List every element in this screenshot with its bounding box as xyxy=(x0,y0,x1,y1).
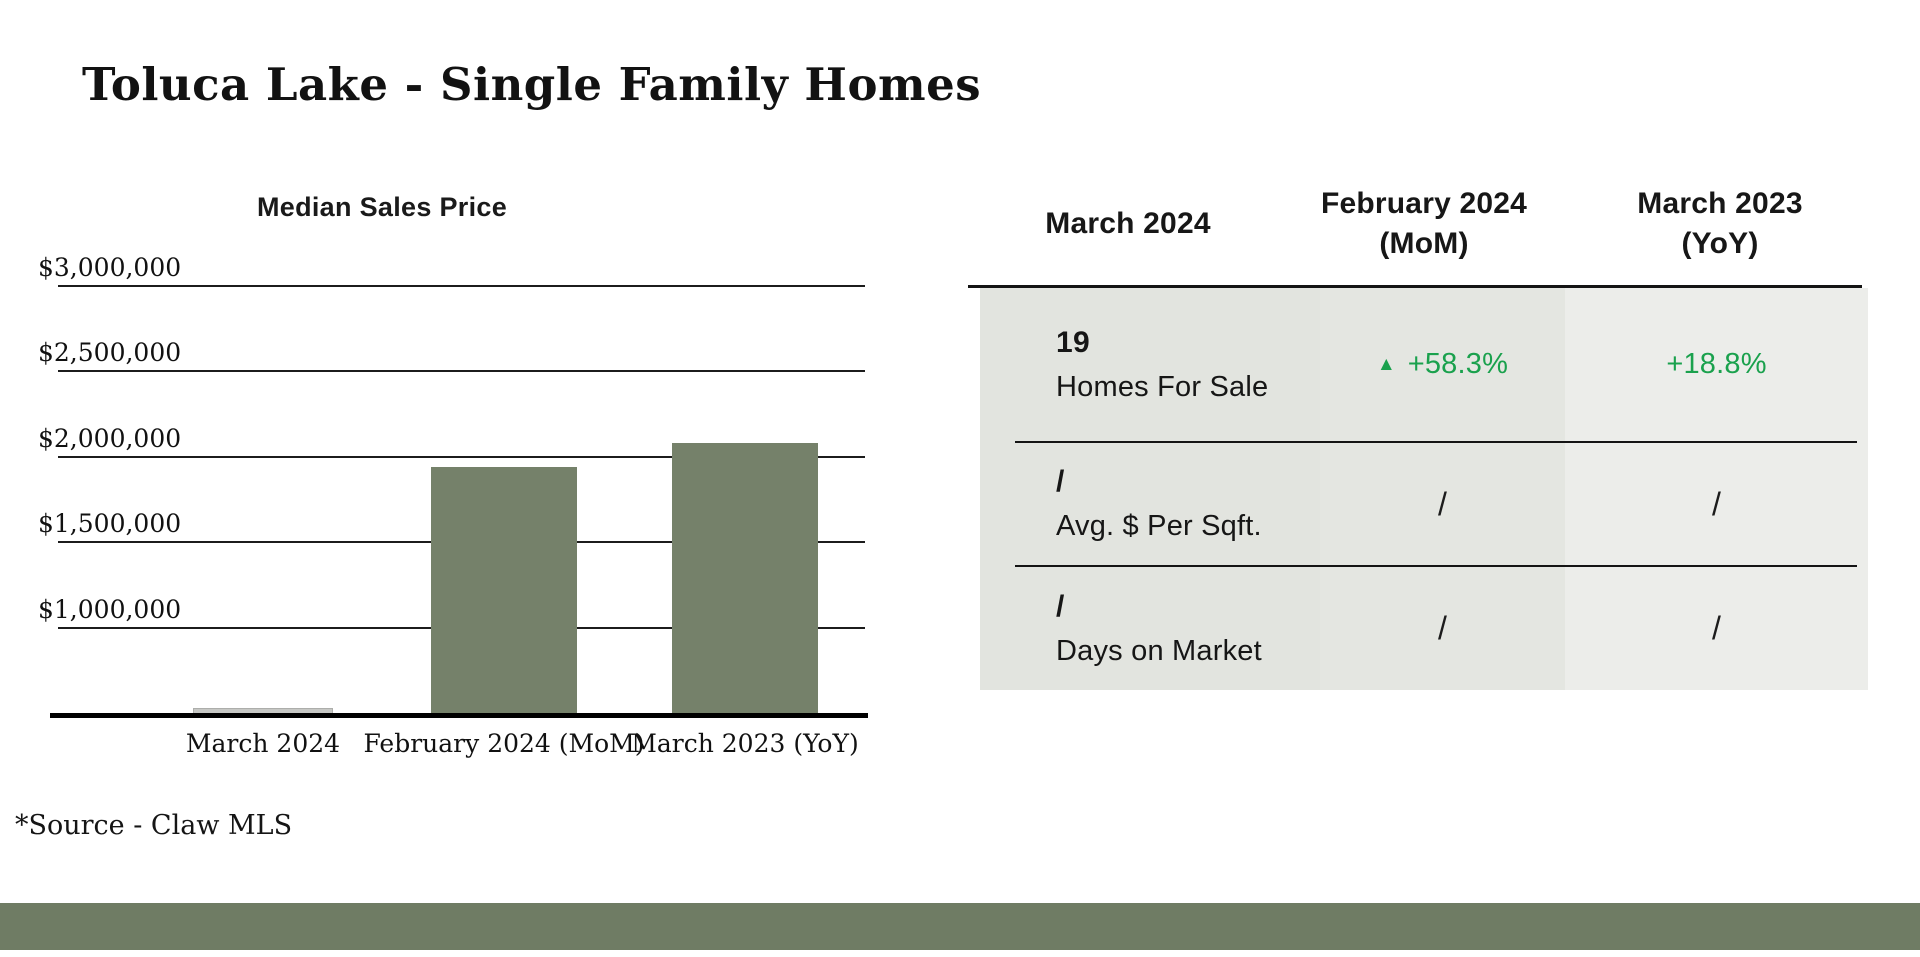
avg-per-sqft-value: / xyxy=(1056,465,1065,498)
footer-banner xyxy=(0,903,1920,950)
homes-for-sale-label: Homes For Sale xyxy=(1056,370,1269,403)
days-on-market-label: Days on Market xyxy=(1056,634,1262,667)
days-on-market-value: / xyxy=(1056,589,1065,623)
days-mom-value: / xyxy=(1438,610,1447,646)
homes-mom-value: +58.3% xyxy=(1407,348,1509,380)
xtick-label-february-2024-mom: February 2024 (MoM) xyxy=(363,729,645,758)
gridline-2000000 xyxy=(58,455,865,458)
cell-avg-per-sqft: / Avg. $ Per Sqft. xyxy=(980,443,1320,565)
gridline-3000000 xyxy=(58,285,865,287)
cell-homes-for-sale: 19 Homes For Sale xyxy=(980,288,1320,441)
bar-february-2024-mom xyxy=(431,467,577,716)
chart-x-axis-line xyxy=(50,713,868,718)
page-title: Toluca Lake - Single Family Homes xyxy=(82,58,982,111)
header-line: February 2024 xyxy=(1320,187,1528,221)
cell-homes-mom-change: ▲ +58.3% xyxy=(1320,288,1565,441)
avg-mom-value: / xyxy=(1438,485,1447,522)
cell-avg-mom-change: / xyxy=(1320,443,1565,565)
cell-days-yoy-change: / xyxy=(1565,567,1868,690)
table-row-avg-per-sqft: / Avg. $ Per Sqft. / / xyxy=(980,443,1868,565)
up-triangle-icon: ▲ xyxy=(1376,354,1396,375)
ytick-label-1500000: $1,500,000 xyxy=(38,509,182,539)
table-row-separator xyxy=(1015,441,1857,443)
xtick-label-march-2023-yoy: March 2023 (YoY) xyxy=(631,729,859,758)
cell-days-mom-change: / xyxy=(1320,567,1565,690)
table-header-row: March 2024 February 2024 (MoM) March 2023… xyxy=(980,164,1868,284)
table-header-march-2024: March 2024 xyxy=(980,164,1276,284)
header-line: March 2023 xyxy=(1637,187,1803,221)
cell-homes-yoy-change: +18.8% xyxy=(1565,288,1868,441)
ytick-label-3000000: $3,000,000 xyxy=(38,253,182,282)
table-column-bg-mom xyxy=(1320,288,1565,690)
table-row-separator xyxy=(1015,565,1857,567)
table-header-underline xyxy=(968,285,1862,288)
table-header-march-2023-yoy: March 2023 (YoY) xyxy=(1572,164,1868,284)
table-row-days-on-market: / Days on Market / / xyxy=(980,567,1868,690)
cell-days-on-market: / Days on Market xyxy=(980,567,1320,690)
cell-avg-yoy-change: / xyxy=(1565,443,1868,565)
table-header-february-2024-mom: February 2024 (MoM) xyxy=(1276,164,1572,284)
homes-yoy-value: +18.8% xyxy=(1666,348,1767,380)
ytick-label-1000000: $1,000,000 xyxy=(38,594,182,624)
table-row-homes-for-sale: 19 Homes For Sale ▲ +58.3% +18.8% xyxy=(980,288,1868,441)
bar-march-2023-yoy xyxy=(672,443,818,716)
avg-per-sqft-label: Avg. $ Per Sqft. xyxy=(1056,510,1262,542)
ytick-label-2000000: $2,000,000 xyxy=(38,423,182,453)
avg-yoy-value: / xyxy=(1712,485,1721,522)
chart-title: Median Sales Price xyxy=(256,192,508,222)
source-note: *Source - Claw MLS xyxy=(15,810,293,841)
header-line: (YoY) xyxy=(1681,227,1759,260)
table-column-bg-yoy xyxy=(1565,288,1868,690)
days-yoy-value: / xyxy=(1712,610,1721,646)
table-column-bg-current xyxy=(980,288,1320,690)
ytick-label-2500000: $2,500,000 xyxy=(38,338,182,368)
gridline-2500000 xyxy=(58,370,865,373)
header-line: March 2024 xyxy=(1045,207,1211,241)
homes-for-sale-value: 19 xyxy=(1056,325,1090,359)
header-line: (MoM) xyxy=(1379,227,1469,260)
xtick-label-march-2024: March 2024 xyxy=(185,729,341,758)
